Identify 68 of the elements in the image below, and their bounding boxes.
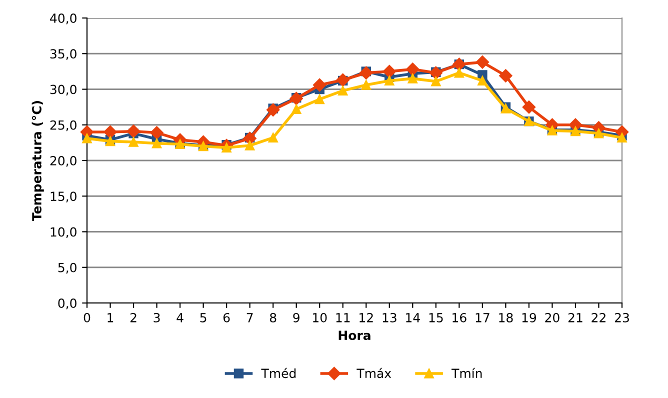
point <box>290 92 303 106</box>
x-tick-label: 2 <box>130 312 136 322</box>
point <box>338 86 348 96</box>
point <box>314 94 324 104</box>
point <box>361 80 371 90</box>
point <box>150 126 164 140</box>
x-tick-label: 12 <box>360 312 373 322</box>
point <box>268 132 278 143</box>
x-tick-label: 13 <box>382 312 396 322</box>
x-tick-label: 11 <box>336 313 350 322</box>
point <box>126 124 140 138</box>
y-tick-label: 20,0 <box>50 156 76 167</box>
legend-label: Tmáx <box>356 368 392 378</box>
y-tick-label: 5,0 <box>58 262 76 274</box>
x-tick-label: 21 <box>568 312 582 322</box>
point <box>431 76 441 86</box>
point <box>522 100 536 114</box>
y-tick-label: 30,0 <box>50 84 76 96</box>
y-tick-label: 40,0 <box>50 13 76 24</box>
point <box>266 103 280 116</box>
point <box>454 68 464 78</box>
y-tick-label: 10,0 <box>50 227 76 238</box>
x-axis-title: Hora <box>338 330 370 340</box>
x-tick-label: 22 <box>592 312 606 322</box>
y-axis-title: Temperatura (°C) <box>32 101 44 221</box>
y-tick-label: 15,0 <box>50 192 76 202</box>
y-tick-label: 25,0 <box>50 120 76 132</box>
x-tick-label: 8 <box>270 312 276 322</box>
point <box>313 78 326 92</box>
x-tick-label: 23 <box>614 312 629 322</box>
point <box>384 76 394 86</box>
point <box>222 142 232 153</box>
point <box>617 132 627 143</box>
x-tick-label: 0 <box>84 312 90 322</box>
x-tick-label: 18 <box>499 312 513 322</box>
point <box>244 140 255 150</box>
x-tick-label: 15 <box>429 313 443 322</box>
y-tick-label: 0,0 <box>58 298 76 310</box>
x-tick-label: 14 <box>406 313 420 322</box>
point <box>336 73 350 87</box>
point <box>406 62 420 76</box>
legend-label: Tméd <box>261 368 296 378</box>
x-tick-label: 1 <box>108 313 114 322</box>
point <box>291 104 302 114</box>
point <box>476 56 490 69</box>
point <box>429 66 442 80</box>
point <box>82 134 92 144</box>
point <box>152 138 162 148</box>
x-tick-label: 3 <box>154 312 160 322</box>
x-tick-label: 7 <box>246 313 253 322</box>
x-tick-label: 9 <box>293 312 300 322</box>
x-tick-label: 4 <box>176 313 184 322</box>
x-tick-label: 10 <box>313 312 327 322</box>
x-tick-label: 5 <box>200 313 206 322</box>
y-tick-label: 35,0 <box>50 49 76 60</box>
x-tick-label: 19 <box>522 312 536 322</box>
x-tick-label: 16 <box>452 312 466 322</box>
point <box>408 74 418 84</box>
point <box>104 125 117 139</box>
x-tick-label: 6 <box>223 312 230 322</box>
x-tick-label: 20 <box>545 312 560 322</box>
point <box>382 64 396 78</box>
point <box>499 69 512 82</box>
point <box>360 66 373 80</box>
legend-label: Tmín <box>452 368 482 378</box>
x-tick-label: 17 <box>476 313 490 322</box>
point <box>478 76 488 86</box>
point <box>128 137 138 147</box>
